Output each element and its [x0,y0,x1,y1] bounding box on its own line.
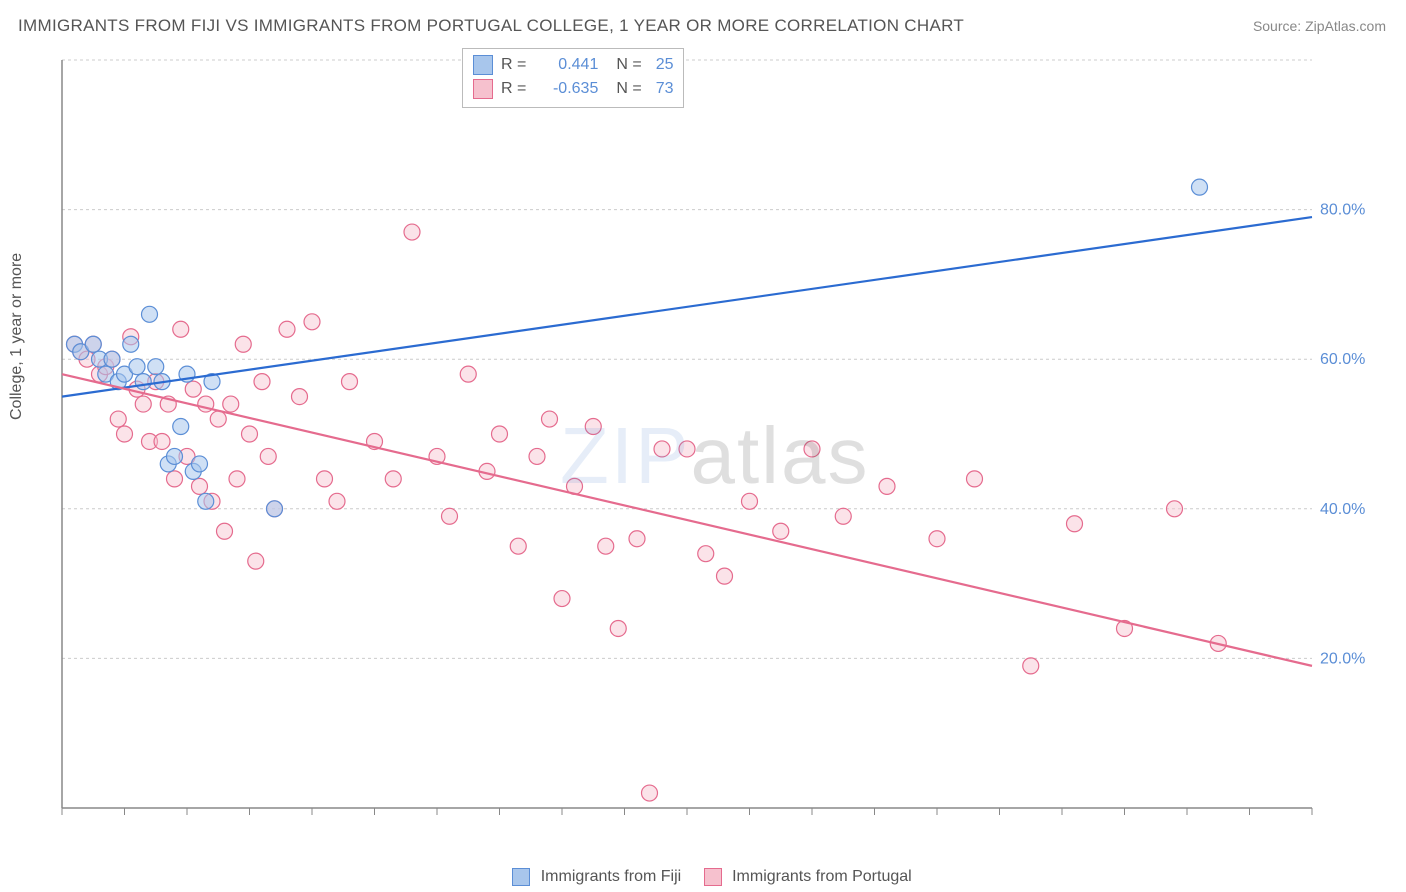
svg-text:20.0%: 20.0% [1289,821,1334,823]
legend-n-label-2: N = [616,80,641,98]
legend-r-val-fiji: 0.441 [540,56,598,74]
bottom-swatch-fiji [512,868,530,886]
legend-n-val-fiji: 25 [656,56,674,74]
legend-n-val-portugal: 73 [656,80,674,98]
legend-r-val-portugal: -0.635 [540,80,598,98]
bottom-label-portugal: Immigrants from Portugal [732,868,912,885]
legend-row-fiji: R = 0.441 N = 25 [473,53,673,77]
svg-text:40.0%: 40.0% [1320,501,1365,518]
legend-n-label: N = [616,56,641,74]
swatch-fiji [473,55,493,75]
y-axis-label: College, 1 year or more [8,253,26,420]
chart-title: IMMIGRANTS FROM FIJI VS IMMIGRANTS FROM … [18,16,964,36]
svg-text:80.0%: 80.0% [1320,202,1365,219]
svg-text:20.0%: 20.0% [1320,650,1365,667]
legend-row-portugal: R = -0.635 N = 73 [473,77,673,101]
bottom-swatch-portugal [704,868,722,886]
source-label: Source: ZipAtlas.com [1253,18,1386,34]
bottom-legend: Immigrants from Fiji Immigrants from Por… [0,868,1406,886]
chart-container: IMMIGRANTS FROM FIJI VS IMMIGRANTS FROM … [0,0,1406,892]
scatter-plot: 0.0% 20.0% 20.0% 40.0% 60.0% 80.0% [52,48,1382,823]
swatch-portugal [473,79,493,99]
legend-r-label-2: R = [501,80,526,98]
svg-text:0.0%: 0.0% [52,821,80,823]
correlation-legend: R = 0.441 N = 25 R = -0.635 N = 73 [462,48,684,108]
legend-r-label: R = [501,56,526,74]
bottom-label-fiji: Immigrants from Fiji [541,868,681,885]
svg-text:60.0%: 60.0% [1320,351,1365,368]
